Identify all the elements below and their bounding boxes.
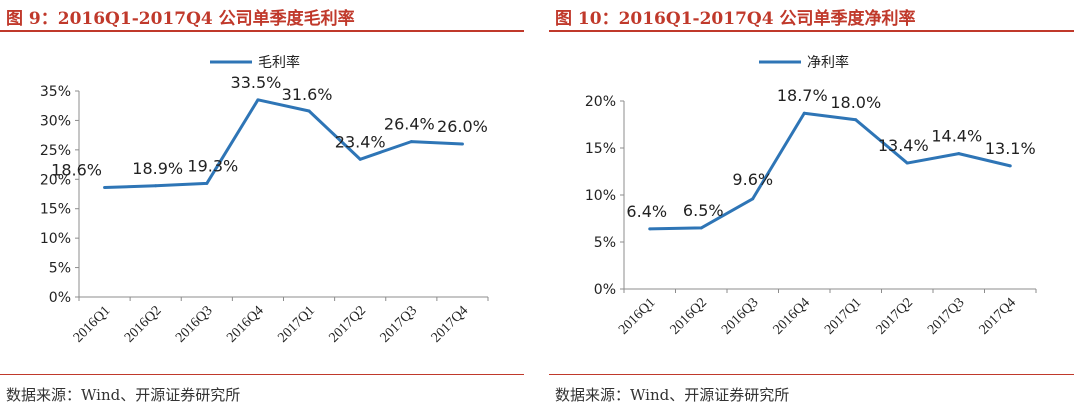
y-tick-label: 15% [40, 202, 71, 218]
data-label: 6.4% [626, 202, 667, 221]
x-tick-label: 2017Q1 [822, 295, 865, 338]
data-label: 33.5% [231, 73, 282, 92]
data-point [802, 111, 806, 115]
y-tick-label: 10% [585, 188, 616, 204]
net-margin-line-chart: 0%5%10%15%20%2016Q1 2016Q2 2016Q3 2016Q4 201… [585, 54, 1037, 338]
chart-title: 图 10：2016Q1-2017Q4 公司单季度净利率 [555, 9, 916, 29]
y-tick-label: 20% [585, 94, 616, 110]
y-tick-label: 10% [40, 231, 71, 247]
series-line [649, 111, 1011, 231]
data-label: 19.3% [187, 156, 238, 175]
data-point [205, 181, 209, 185]
gross-margin-panel: 图 9：2016Q1-2017Q4 公司单季度毛利率 0% 5% 10% 15% 20%… [0, 0, 530, 413]
y-tick-label: 0% [49, 290, 71, 306]
data-point [103, 186, 107, 190]
x-tick-label: 2017Q2 [874, 295, 917, 338]
x-tick-label: 2016Q4 [224, 303, 267, 346]
data-label: 18.0% [830, 93, 881, 112]
data-point [957, 152, 961, 156]
data-label: 13.4% [878, 136, 929, 155]
data-point [751, 197, 755, 201]
legend-label: 毛利率 [258, 54, 300, 71]
x-tick-label: 2017Q2 [327, 303, 370, 346]
title-rule [0, 30, 524, 32]
x-tick-label: 2017Q4 [977, 295, 1020, 338]
data-point [1008, 164, 1012, 168]
net-margin-panel: 图 10：2016Q1-2017Q4 公司单季度净利率 0% 5% 10% 15% 20… [549, 0, 1080, 413]
data-point [256, 98, 260, 102]
y-tick-label: 35% [40, 84, 71, 100]
x-tick-label: 2016Q3 [173, 303, 216, 346]
source-note: 数据来源：Wind、开源证券研究所 [555, 386, 790, 404]
data-label: 13.1% [985, 139, 1036, 158]
x-tick-label: 2017Q1 [275, 303, 318, 346]
legend-label: 净利率 [807, 54, 849, 71]
x-tick-label: 2017Q3 [378, 303, 421, 346]
data-label: 23.4% [335, 132, 386, 151]
x-tick-label: 2016Q1 [616, 295, 659, 338]
y-tick-label: 5% [594, 235, 616, 251]
data-label: 18.7% [777, 86, 828, 105]
y-tick-label: 5% [49, 261, 71, 277]
data-point [905, 161, 909, 165]
data-point [409, 140, 413, 144]
data-label: 9.6% [732, 170, 773, 189]
source-rule [549, 374, 1074, 375]
y-tick-label: 0% [594, 282, 616, 298]
data-label: 6.5% [683, 201, 724, 220]
data-point [358, 157, 362, 161]
x-tick-label: 2016Q2 [122, 303, 165, 346]
data-label: 18.6% [51, 161, 102, 180]
title-rule [549, 30, 1074, 32]
gross-margin-line-chart: 0% 5% 10% 15% 20% 25% 30% 35% 2016Q1 2016Q2 2016Q3… [40, 54, 489, 346]
x-tick-label: 2017Q4 [429, 303, 472, 346]
y-tick-label: 20% [40, 172, 71, 188]
x-tick-label: 2017Q3 [925, 295, 968, 338]
data-point [854, 118, 858, 122]
data-point [699, 226, 703, 230]
chart-title: 图 9：2016Q1-2017Q4 公司单季度毛利率 [6, 9, 355, 29]
source-note: 数据来源：Wind、开源证券研究所 [6, 386, 241, 404]
data-point [648, 227, 652, 231]
x-tick-label: 2016Q4 [771, 295, 814, 338]
y-tick-label: 15% [585, 141, 616, 157]
data-label: 14.4% [931, 127, 982, 146]
y-tick-label: 30% [40, 113, 71, 129]
data-label: 26.0% [437, 117, 488, 136]
x-tick-label: 2016Q2 [668, 295, 711, 338]
data-point [154, 184, 158, 188]
series-line [104, 98, 463, 190]
data-point [307, 109, 311, 113]
data-label: 18.9% [132, 159, 183, 178]
source-rule [0, 374, 524, 375]
x-tick-label: 2016Q1 [71, 303, 114, 346]
y-tick-label: 25% [40, 143, 71, 159]
x-tick-label: 2016Q3 [719, 295, 762, 338]
data-label: 26.4% [384, 115, 435, 134]
data-label: 31.6% [282, 85, 333, 104]
data-point [460, 142, 464, 146]
